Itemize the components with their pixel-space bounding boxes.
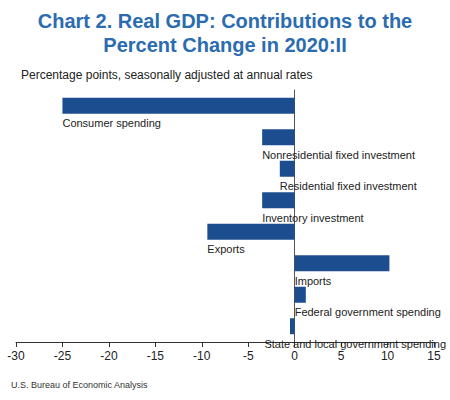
svg-text:-25: -25 <box>54 349 72 363</box>
svg-text:Exports: Exports <box>207 243 245 255</box>
svg-text:Nonresidential fixed investmen: Nonresidential fixed investment <box>262 149 415 161</box>
svg-text:Federal government spending: Federal government spending <box>295 306 441 318</box>
svg-text:-10: -10 <box>193 349 211 363</box>
svg-text:Chart 2. Real GDP: Contributio: Chart 2. Real GDP: Contributions to the <box>38 10 412 32</box>
svg-text:10: 10 <box>381 349 395 363</box>
svg-text:U.S. Bureau of Economic Analys: U.S. Bureau of Economic Analysis <box>11 380 148 390</box>
svg-text:Imports: Imports <box>295 275 332 287</box>
svg-text:5: 5 <box>338 349 345 363</box>
svg-text:15: 15 <box>427 349 441 363</box>
svg-text:-20: -20 <box>100 349 118 363</box>
svg-text:Residential fixed investment: Residential fixed investment <box>280 180 417 192</box>
svg-text:-30: -30 <box>7 349 25 363</box>
svg-text:Percent Change in 2020:II: Percent Change in 2020:II <box>103 34 346 56</box>
svg-text:-15: -15 <box>147 349 165 363</box>
svg-text:State and local government spe: State and local government spending <box>264 338 446 350</box>
svg-text:Percentage points, seasonally: Percentage points, seasonally adjusted a… <box>21 68 313 82</box>
svg-text:0: 0 <box>291 349 298 363</box>
svg-text:Inventory investment: Inventory investment <box>262 212 364 224</box>
svg-text:Consumer spending: Consumer spending <box>62 117 160 129</box>
svg-text:-5: -5 <box>243 349 254 363</box>
